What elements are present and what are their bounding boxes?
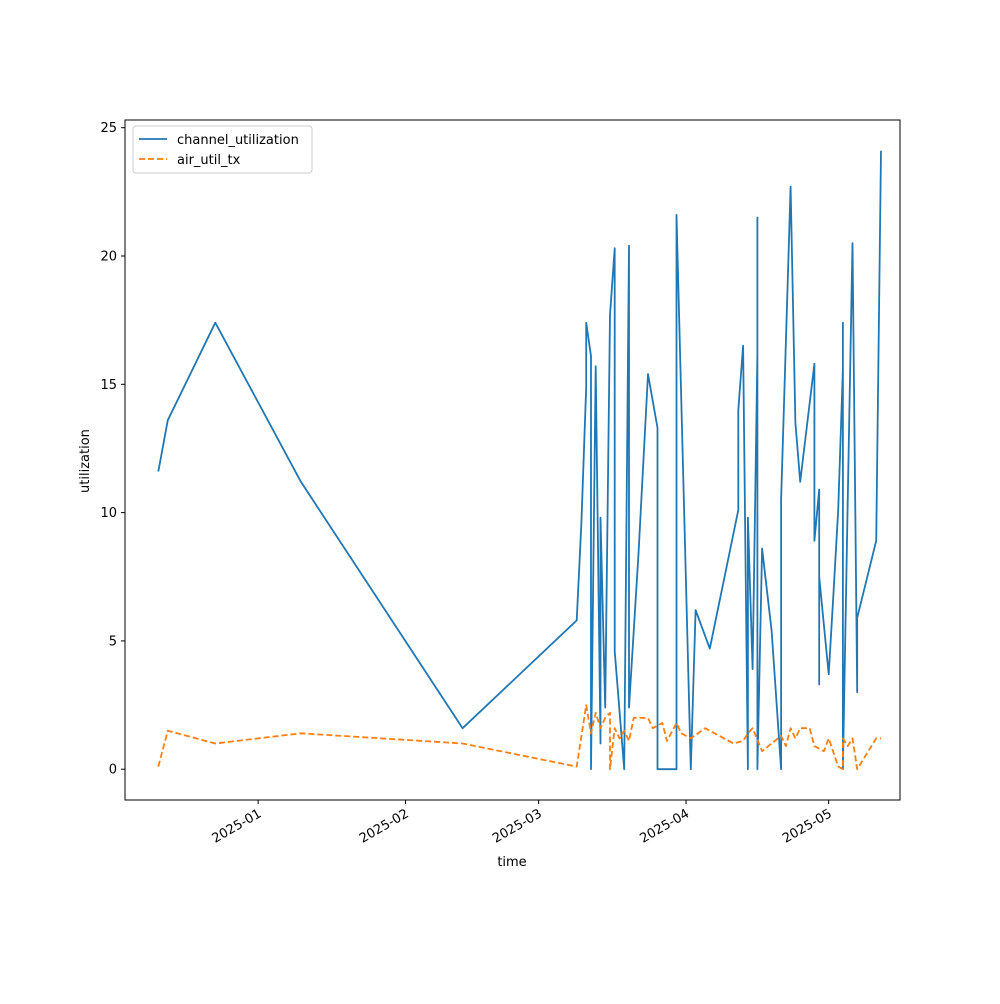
y-tick-label: 20 — [100, 250, 117, 265]
x-tick-label: 2025-05 — [780, 806, 835, 846]
legend-box — [132, 125, 313, 174]
y-tick-label: 5 — [109, 634, 117, 649]
legend-label-channel-utilization: channel_utilization — [177, 133, 299, 148]
plot-frame — [124, 119, 901, 801]
x-tick-label: 2025-02 — [357, 806, 412, 846]
legend: channel_utilization air_util_tx — [132, 125, 313, 174]
y-axis-label: utilization — [78, 429, 93, 493]
y-tick-label: 15 — [100, 378, 117, 393]
x-axis-label: time — [497, 855, 526, 870]
x-tick-label: 2025-04 — [637, 806, 692, 846]
x-tick-label: 2025-03 — [490, 806, 545, 846]
legend-label-air-util-tx: air_util_tx — [177, 153, 241, 168]
y-tick-label: 25 — [100, 121, 117, 136]
x-tick-label: 2025-01 — [210, 806, 265, 846]
series-line-channel-utilization — [157, 150, 882, 771]
series-line-air-util-tx — [157, 704, 881, 771]
y-tick-label: 10 — [100, 506, 117, 521]
y-tick-label: 0 — [109, 763, 117, 778]
